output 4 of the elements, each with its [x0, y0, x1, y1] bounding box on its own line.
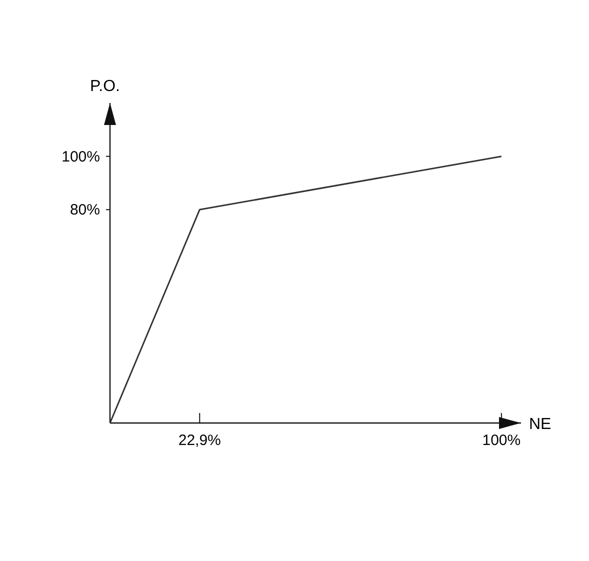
y-tick-label: 80%: [70, 202, 100, 219]
x-tick-label: 22,9%: [178, 432, 221, 449]
x-axis-title: NE: [529, 416, 552, 433]
y-axis-title: P.O.: [90, 78, 120, 95]
